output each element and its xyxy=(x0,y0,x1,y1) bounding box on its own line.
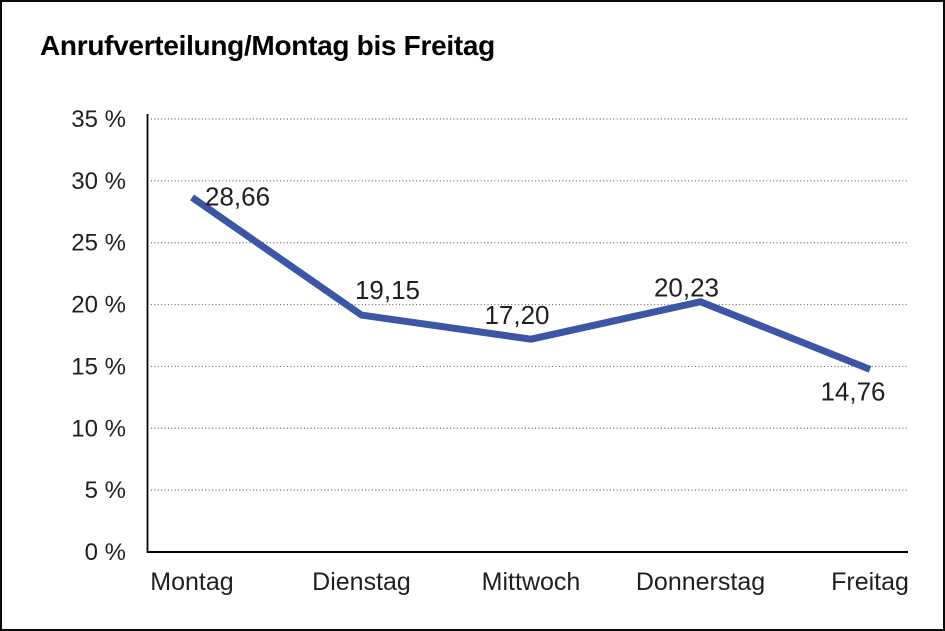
y-tick-label: 10 % xyxy=(71,415,126,442)
y-tick-label: 5 % xyxy=(85,477,126,504)
y-tick-label: 20 % xyxy=(71,292,126,319)
y-tick-label: 30 % xyxy=(71,168,126,195)
y-tick-label: 15 % xyxy=(71,353,126,380)
data-point-label: 17,20 xyxy=(484,300,549,330)
x-tick-label: Freitag xyxy=(831,568,909,596)
data-point-label: 20,23 xyxy=(654,273,719,303)
chart-title: Anrufverteilung/Montag bis Freitag xyxy=(40,30,495,61)
x-tick-label: Donnerstag xyxy=(636,568,765,596)
y-tick-label: 0 % xyxy=(85,539,126,566)
y-tick-label: 25 % xyxy=(71,230,126,257)
x-tick-label: Mittwoch xyxy=(482,568,581,596)
data-point-label: 19,15 xyxy=(355,275,420,305)
series-line xyxy=(190,194,872,373)
data-point-label: 14,76 xyxy=(820,376,885,406)
data-point-label: 28,66 xyxy=(205,181,270,211)
x-tick-label: Dienstag xyxy=(312,568,411,596)
x-tick-label: Montag xyxy=(150,568,233,596)
y-tick-label: 35 % xyxy=(71,106,126,133)
